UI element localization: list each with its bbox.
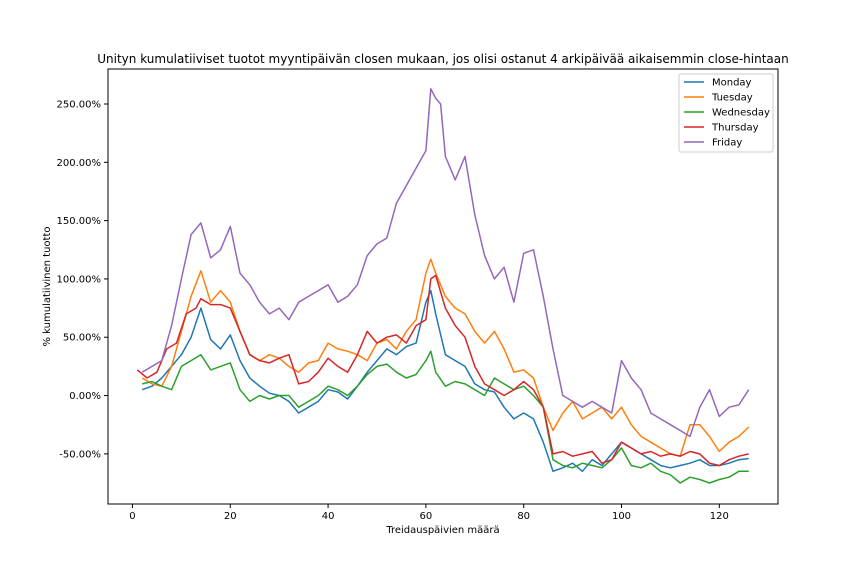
x-axis: 0 20 40 60 80 100 120 [129,504,729,522]
x-tick-label: 40 [322,511,335,522]
legend: Monday Tuesday Wednesday Thursday Friday [678,73,774,153]
series-line-monday [141,289,749,473]
y-tick-label: 150.00% [57,216,102,227]
chart-title: Unityn kumulatiiviset tuotot myyntipäivä… [97,52,788,66]
y-tick-label: 200.00% [57,158,102,169]
plot-frame [107,68,779,505]
legend-label-friday: Friday [712,138,742,149]
x-axis-label: Treidauspäivien määrä [385,525,499,536]
series-line-wednesday [142,350,749,484]
x-tick-label: 120 [710,511,729,522]
legend-label-thursday: Thursday [711,123,759,134]
y-tick-label: 0.00% [69,391,101,402]
x-tick-label: 20 [224,511,237,522]
series-line-tuesday [141,258,750,457]
series-layer [136,88,750,484]
y-tick-label: -50.00% [59,449,101,460]
x-tick-label: 0 [129,511,135,522]
plot-area [136,88,750,484]
legend-label-tuesday: Tuesday [711,93,753,104]
series-line-friday [141,88,750,438]
y-tick-label: 100.00% [57,274,102,285]
legend-box [678,73,774,153]
legend-label-monday: Monday [712,78,752,89]
legend-label-wednesday: Wednesday [712,108,770,119]
y-tick-label: 50.00% [63,333,101,344]
series-line-thursday [136,274,749,467]
x-tick-label: 60 [420,511,433,522]
x-tick-label: 100 [612,511,631,522]
y-axis-label: % kumulatiivinen tuotto [42,226,53,346]
x-tick-label: 80 [517,511,530,522]
y-axis: -50.00% 0.00% 50.00% 100.00% 150.00% 200.00% 2… [57,99,108,460]
y-tick-label: 250.00% [57,99,102,110]
